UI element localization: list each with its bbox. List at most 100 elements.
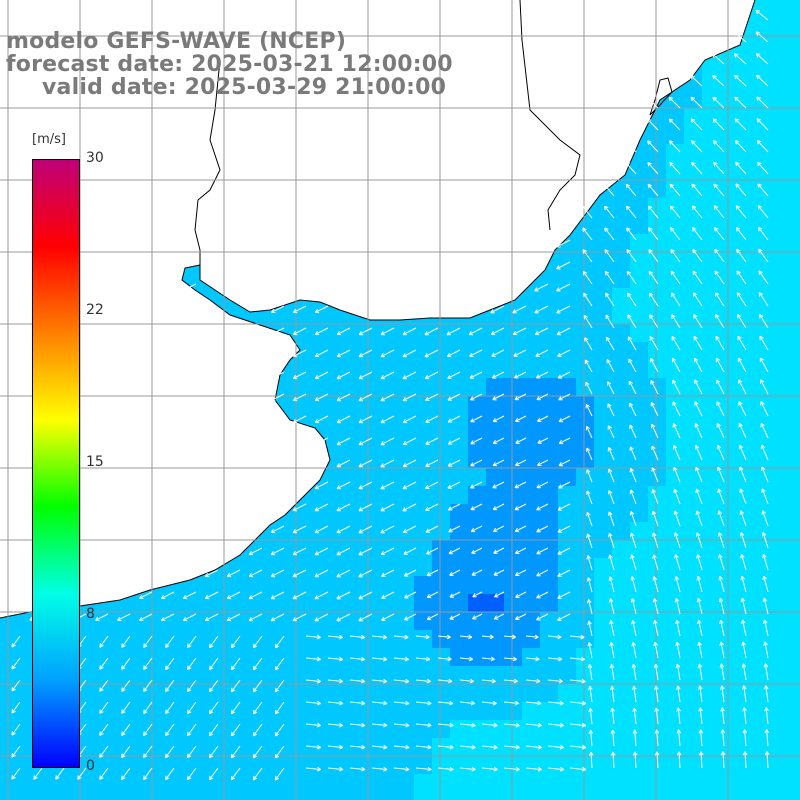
wind-speed-cell <box>540 630 558 648</box>
wind-speed-cell <box>684 234 702 252</box>
wind-speed-cell <box>270 738 288 756</box>
wind-speed-cell <box>702 324 720 342</box>
wind-speed-cell <box>468 666 486 684</box>
wind-speed-cell <box>468 468 486 486</box>
wind-arrow <box>314 591 329 600</box>
wind-arrow <box>669 183 681 197</box>
wind-speed-cell <box>612 576 630 594</box>
wind-speed-cell <box>72 648 90 666</box>
wind-arrow <box>741 685 747 703</box>
wind-speed-cell <box>486 702 504 720</box>
wind-arrow <box>534 283 549 292</box>
wind-arrow <box>587 642 593 659</box>
wind-speed-cell <box>774 54 792 72</box>
wind-arrow <box>691 140 703 153</box>
wind-speed-cell <box>486 468 504 486</box>
wind-speed-cell <box>630 720 648 738</box>
wind-speed-cell <box>702 630 720 648</box>
wind-arrow <box>651 510 659 527</box>
wind-speed-cell <box>306 684 324 702</box>
wind-arrow <box>459 744 476 750</box>
wind-arrow <box>402 437 417 446</box>
wind-speed-cell <box>666 252 684 270</box>
wind-arrow <box>654 751 660 769</box>
wind-arrow <box>336 393 351 402</box>
wind-speed-cell <box>558 702 576 720</box>
wind-arrow <box>739 532 747 549</box>
wind-arrow <box>415 744 432 750</box>
wind-speed-cell <box>720 216 738 234</box>
wind-speed-cell <box>288 594 306 612</box>
wind-arrow <box>609 663 615 681</box>
wind-speed-cell <box>594 378 612 396</box>
wind-speed-cell <box>342 648 360 666</box>
wind-arrow <box>558 481 571 489</box>
wind-arrow <box>209 657 219 671</box>
wind-speed-cell <box>594 396 612 414</box>
wind-speed-cell <box>126 720 144 738</box>
wind-speed-cell <box>522 774 540 792</box>
wind-speed-cell <box>540 612 558 630</box>
wind-speed-cell <box>666 360 684 378</box>
wind-speed-cell <box>324 666 342 684</box>
wind-speed-cell <box>558 558 576 576</box>
wind-speed-cell <box>630 756 648 774</box>
wind-speed-cell <box>720 756 738 774</box>
wind-arrow <box>534 305 549 314</box>
wind-arrow <box>718 575 725 593</box>
wind-arrow <box>588 729 594 747</box>
wind-speed-cell <box>432 378 450 396</box>
wind-speed-cell <box>792 234 800 252</box>
wind-speed-cell <box>666 144 684 162</box>
wind-speed-cell <box>144 612 162 630</box>
wind-arrow <box>470 525 483 533</box>
wind-speed-cell <box>126 792 144 800</box>
wind-arrow <box>738 379 747 395</box>
wind-speed-cell <box>792 144 800 162</box>
wind-speed-cell <box>594 756 612 774</box>
wind-speed-cell <box>792 108 800 126</box>
wind-speed-cell <box>684 684 702 702</box>
wind-arrow <box>11 701 21 714</box>
wind-speed-cell <box>720 72 738 90</box>
wind-speed-cell <box>522 612 540 630</box>
wind-arrow <box>646 118 659 131</box>
wind-speed-cell <box>360 756 378 774</box>
wind-speed-cell <box>522 378 540 396</box>
wind-speed-cell <box>486 540 504 558</box>
wind-speed-cell <box>504 684 522 702</box>
wind-speed-cell <box>288 792 306 800</box>
wind-speed-cell <box>684 432 702 450</box>
wind-arrow <box>691 183 703 197</box>
wind-speed-cell <box>756 684 774 702</box>
wind-speed-cell <box>504 648 522 666</box>
wind-arrow <box>292 393 307 402</box>
wind-speed-cell <box>342 684 360 702</box>
wind-speed-cell <box>684 270 702 288</box>
wind-speed-cell <box>342 738 360 756</box>
wind-arrow <box>447 393 461 401</box>
wind-arrow <box>187 745 197 759</box>
wind-arrow <box>697 619 703 637</box>
wind-speed-cell <box>630 180 648 198</box>
wind-arrow <box>327 722 344 728</box>
wind-speed-cell <box>180 792 198 800</box>
wind-arrow <box>758 270 769 285</box>
wind-speed-cell <box>720 396 738 414</box>
wind-speed-cell <box>756 450 774 468</box>
wind-speed-cell <box>612 558 630 576</box>
wind-speed-cell <box>432 342 450 360</box>
wind-speed-cell <box>234 792 252 800</box>
wind-speed-cell <box>720 540 738 558</box>
wind-speed-cell <box>306 486 324 504</box>
wind-speed-cell <box>540 468 558 486</box>
wind-speed-cell <box>90 738 108 756</box>
wind-arrow <box>763 641 769 659</box>
wind-speed-cell <box>594 198 612 216</box>
wind-arrow <box>714 227 725 241</box>
wind-speed-cell <box>792 630 800 648</box>
wind-speed-cell <box>612 612 630 630</box>
wind-speed-cell <box>648 540 666 558</box>
wind-arrow <box>358 415 373 424</box>
wind-speed-cell <box>180 666 198 684</box>
